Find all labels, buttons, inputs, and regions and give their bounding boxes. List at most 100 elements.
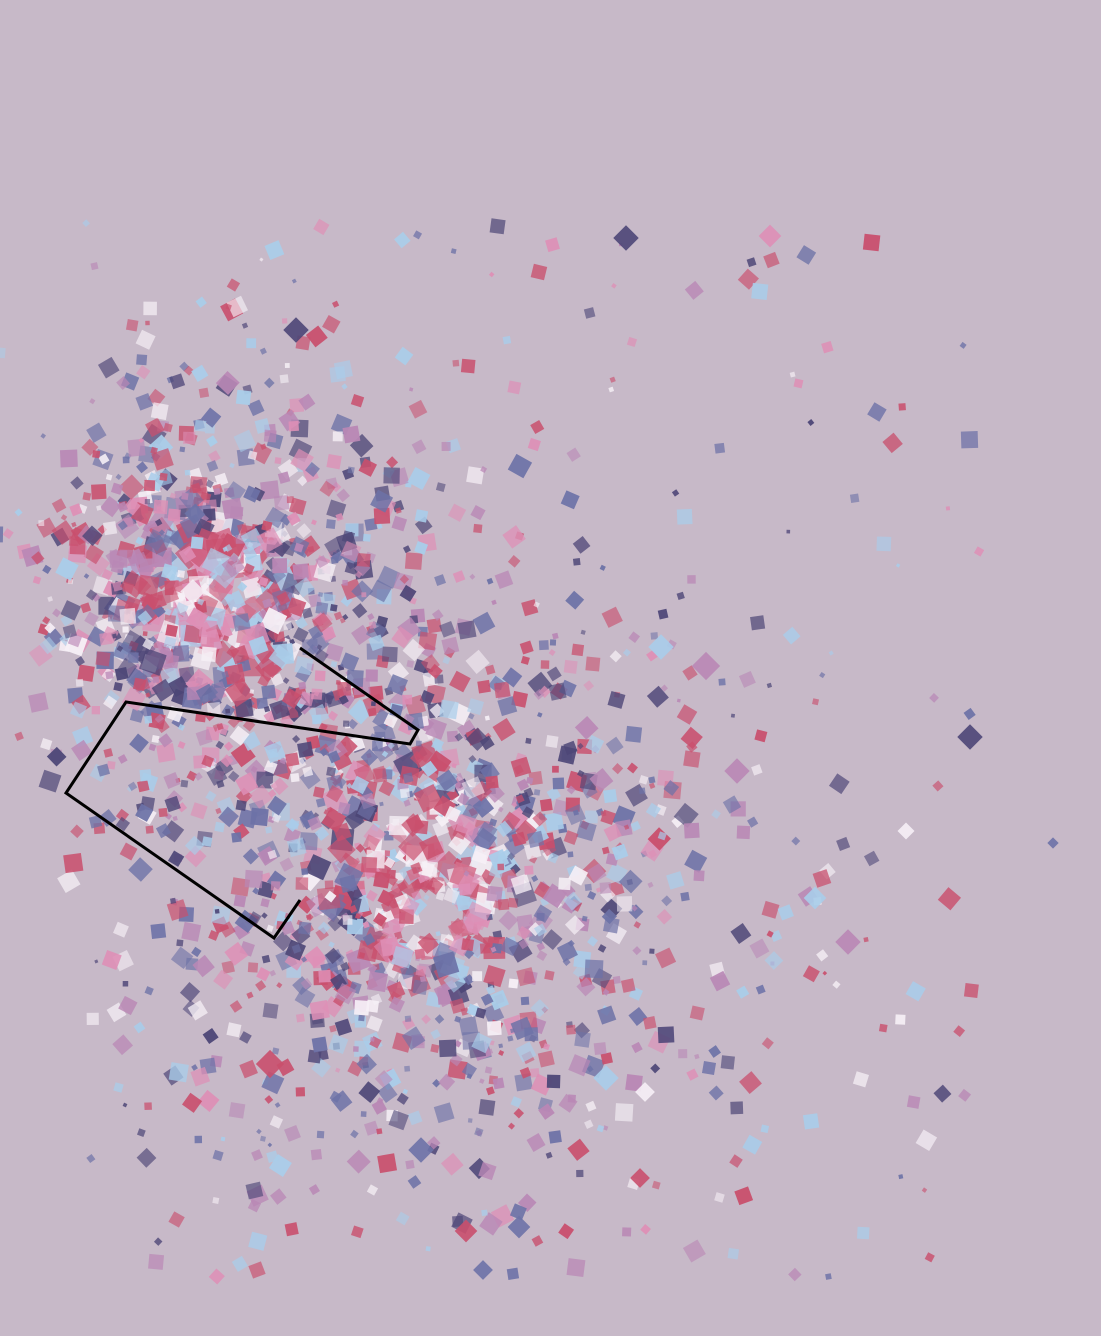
confetti-square [299, 815, 313, 828]
confetti-square [515, 794, 525, 804]
confetti-square [602, 988, 610, 996]
confetti-square [214, 821, 225, 833]
confetti-square [663, 780, 680, 796]
confetti-square [31, 551, 45, 565]
confetti-square [70, 476, 84, 490]
confetti-square [166, 899, 189, 921]
confetti-square [585, 656, 601, 672]
confetti-square [237, 581, 248, 592]
confetti-square [164, 608, 172, 616]
confetti-square [479, 942, 491, 954]
confetti-square [461, 1062, 477, 1078]
confetti-square [530, 1068, 540, 1078]
confetti-square [308, 1184, 320, 1196]
confetti-square [622, 1227, 632, 1237]
confetti-square [305, 462, 320, 477]
confetti-square [51, 498, 67, 513]
confetti-square [932, 780, 944, 792]
confetti-square [421, 760, 438, 777]
confetti-square [261, 684, 277, 700]
confetti-square [497, 863, 505, 871]
confetti-square [313, 690, 320, 697]
confetti-square [354, 1000, 370, 1016]
confetti-square [80, 602, 92, 614]
confetti-square [220, 1136, 226, 1142]
confetti-square [425, 1246, 431, 1252]
confetti-square [468, 755, 477, 764]
confetti-square [655, 947, 677, 969]
confetti-square [627, 762, 638, 774]
confetti-square [328, 1033, 349, 1055]
confetti-square [300, 977, 313, 990]
confetti-square [282, 677, 290, 684]
confetti-square [192, 954, 215, 978]
confetti-square [247, 1199, 262, 1213]
confetti-square [530, 419, 545, 435]
confetti-square [683, 822, 700, 839]
confetti-square [431, 609, 444, 621]
confetti-square [533, 688, 545, 700]
confetti-square [177, 723, 185, 731]
confetti-square [426, 618, 442, 634]
confetti-square [816, 949, 829, 962]
confetti-square [59, 449, 78, 468]
confetti-square [708, 1045, 722, 1058]
confetti-square [0, 526, 4, 543]
confetti-square [876, 536, 892, 552]
confetti-square [310, 1148, 323, 1161]
confetti-square [251, 1149, 263, 1162]
confetti-square [356, 552, 371, 568]
confetti-square [595, 887, 602, 893]
confetti-square [609, 650, 622, 663]
confetti-square [191, 946, 202, 958]
confetti-square [356, 1053, 377, 1075]
confetti-square [720, 1055, 735, 1070]
confetti-square [213, 969, 234, 990]
confetti-square [267, 789, 277, 798]
confetti-square [786, 529, 791, 534]
confetti-square [423, 894, 430, 901]
confetti-square [366, 1015, 383, 1032]
confetti-square [212, 1149, 224, 1161]
confetti-square [478, 1098, 496, 1116]
confetti-square [55, 557, 79, 581]
confetti-square [689, 1005, 705, 1021]
confetti-square [628, 1007, 648, 1026]
confetti-square [425, 876, 444, 895]
confetti-square [432, 951, 460, 978]
confetti-square [485, 664, 496, 675]
confetti-square [145, 692, 151, 698]
confetti-square [224, 677, 255, 707]
confetti-square [284, 1222, 299, 1237]
confetti-square [313, 218, 330, 236]
confetti-square [184, 835, 205, 856]
confetti-square [307, 816, 323, 831]
confetti-square [113, 641, 133, 661]
confetti-square [163, 422, 173, 433]
confetti-square [560, 490, 580, 510]
confetti-square [69, 538, 86, 555]
confetti-square [239, 1059, 258, 1079]
confetti-square [492, 718, 516, 742]
confetti-square [138, 437, 144, 443]
confetti-square [319, 480, 336, 497]
confetti-square [387, 741, 395, 750]
confetti-square [271, 1047, 280, 1055]
confetti-square [622, 648, 631, 657]
confetti-square [457, 620, 477, 640]
confetti-square [307, 546, 315, 553]
confetti-square [404, 552, 423, 570]
confetti-square [262, 1002, 279, 1019]
confetti-square [326, 453, 342, 470]
confetti-square [761, 1037, 774, 1050]
confetti-square [402, 772, 414, 784]
confetti-square [454, 1015, 462, 1023]
confetti-square [77, 664, 95, 682]
confetti-square [147, 590, 167, 611]
confetti-square [231, 1255, 248, 1272]
confetti-square [240, 527, 265, 552]
confetti-square [828, 773, 850, 795]
confetti-square [466, 1073, 473, 1080]
confetti-square [708, 1085, 724, 1101]
confetti-square [435, 931, 441, 937]
